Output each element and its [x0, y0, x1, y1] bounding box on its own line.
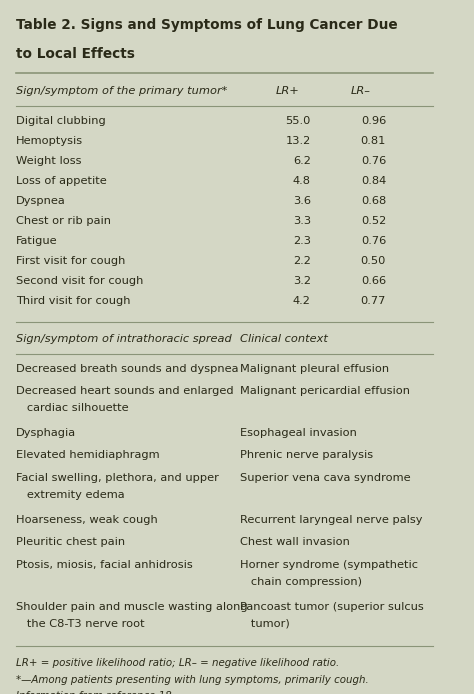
Text: *—Among patients presenting with lung symptoms, primarily cough.: *—Among patients presenting with lung sy…: [16, 675, 369, 684]
Text: 4.2: 4.2: [293, 296, 311, 305]
Text: extremity edema: extremity edema: [16, 490, 125, 500]
Text: Sign/symptom of intrathoracic spread: Sign/symptom of intrathoracic spread: [16, 334, 232, 344]
Text: Malignant pericardial effusion: Malignant pericardial effusion: [240, 386, 410, 396]
Text: 3.3: 3.3: [292, 216, 311, 226]
Text: Ptosis, miosis, facial anhidrosis: Ptosis, miosis, facial anhidrosis: [16, 560, 193, 570]
Text: Facial swelling, plethora, and upper: Facial swelling, plethora, and upper: [16, 473, 219, 483]
Text: 2.2: 2.2: [293, 255, 311, 266]
Text: Clinical context: Clinical context: [240, 334, 328, 344]
Text: Esophageal invasion: Esophageal invasion: [240, 428, 357, 438]
Text: 55.0: 55.0: [285, 116, 311, 126]
Text: Loss of appetite: Loss of appetite: [16, 176, 107, 185]
Text: 0.50: 0.50: [361, 255, 386, 266]
Text: 2.3: 2.3: [293, 236, 311, 246]
Text: Horner syndrome (sympathetic: Horner syndrome (sympathetic: [240, 560, 418, 570]
Text: Fatigue: Fatigue: [16, 236, 58, 246]
Text: 0.84: 0.84: [361, 176, 386, 185]
Text: 0.52: 0.52: [361, 216, 386, 226]
Text: Elevated hemidiaphragm: Elevated hemidiaphragm: [16, 450, 160, 460]
Text: chain compression): chain compression): [240, 577, 362, 586]
Text: 13.2: 13.2: [285, 135, 311, 146]
Text: Superior vena cava syndrome: Superior vena cava syndrome: [240, 473, 410, 483]
Text: 0.81: 0.81: [361, 135, 386, 146]
Text: Pleuritic chest pain: Pleuritic chest pain: [16, 537, 125, 548]
Text: Sign/symptom of the primary tumor*: Sign/symptom of the primary tumor*: [16, 86, 228, 96]
Text: 6.2: 6.2: [293, 155, 311, 166]
Text: Second visit for cough: Second visit for cough: [16, 276, 144, 286]
Text: Third visit for cough: Third visit for cough: [16, 296, 130, 305]
Text: Dysphagia: Dysphagia: [16, 428, 76, 438]
Text: Decreased breath sounds and dyspnea: Decreased breath sounds and dyspnea: [16, 364, 238, 373]
Text: Shoulder pain and muscle wasting along: Shoulder pain and muscle wasting along: [16, 602, 248, 611]
Text: 4.8: 4.8: [293, 176, 311, 185]
Text: Table 2. Signs and Symptoms of Lung Cancer Due: Table 2. Signs and Symptoms of Lung Canc…: [16, 18, 398, 32]
Text: 0.76: 0.76: [361, 155, 386, 166]
Text: tumor): tumor): [240, 618, 290, 629]
Text: to Local Effects: to Local Effects: [16, 47, 135, 61]
Text: 3.6: 3.6: [293, 196, 311, 205]
Text: Malignant pleural effusion: Malignant pleural effusion: [240, 364, 389, 373]
Text: LR+ = positive likelihood ratio; LR– = negative likelihood ratio.: LR+ = positive likelihood ratio; LR– = n…: [16, 658, 339, 668]
Text: Hoarseness, weak cough: Hoarseness, weak cough: [16, 515, 158, 525]
Text: the C8-T3 nerve root: the C8-T3 nerve root: [16, 618, 145, 629]
Text: 0.76: 0.76: [361, 236, 386, 246]
Text: Chest or rib pain: Chest or rib pain: [16, 216, 111, 226]
Text: LR+: LR+: [275, 86, 299, 96]
Text: Phrenic nerve paralysis: Phrenic nerve paralysis: [240, 450, 373, 460]
Text: 0.66: 0.66: [361, 276, 386, 286]
Text: 0.68: 0.68: [361, 196, 386, 205]
Text: LR–: LR–: [351, 86, 371, 96]
Text: Chest wall invasion: Chest wall invasion: [240, 537, 350, 548]
Text: 0.96: 0.96: [361, 116, 386, 126]
Text: Decreased heart sounds and enlarged: Decreased heart sounds and enlarged: [16, 386, 234, 396]
Text: Dyspnea: Dyspnea: [16, 196, 66, 205]
Text: 0.77: 0.77: [361, 296, 386, 305]
Text: Recurrent laryngeal nerve palsy: Recurrent laryngeal nerve palsy: [240, 515, 422, 525]
Text: Information from reference 18.: Information from reference 18.: [16, 691, 175, 694]
Text: 3.2: 3.2: [293, 276, 311, 286]
Text: First visit for cough: First visit for cough: [16, 255, 126, 266]
Text: Hemoptysis: Hemoptysis: [16, 135, 83, 146]
Text: cardiac silhouette: cardiac silhouette: [16, 403, 129, 413]
Text: Digital clubbing: Digital clubbing: [16, 116, 106, 126]
Text: Pancoast tumor (superior sulcus: Pancoast tumor (superior sulcus: [240, 602, 424, 611]
Text: Weight loss: Weight loss: [16, 155, 82, 166]
